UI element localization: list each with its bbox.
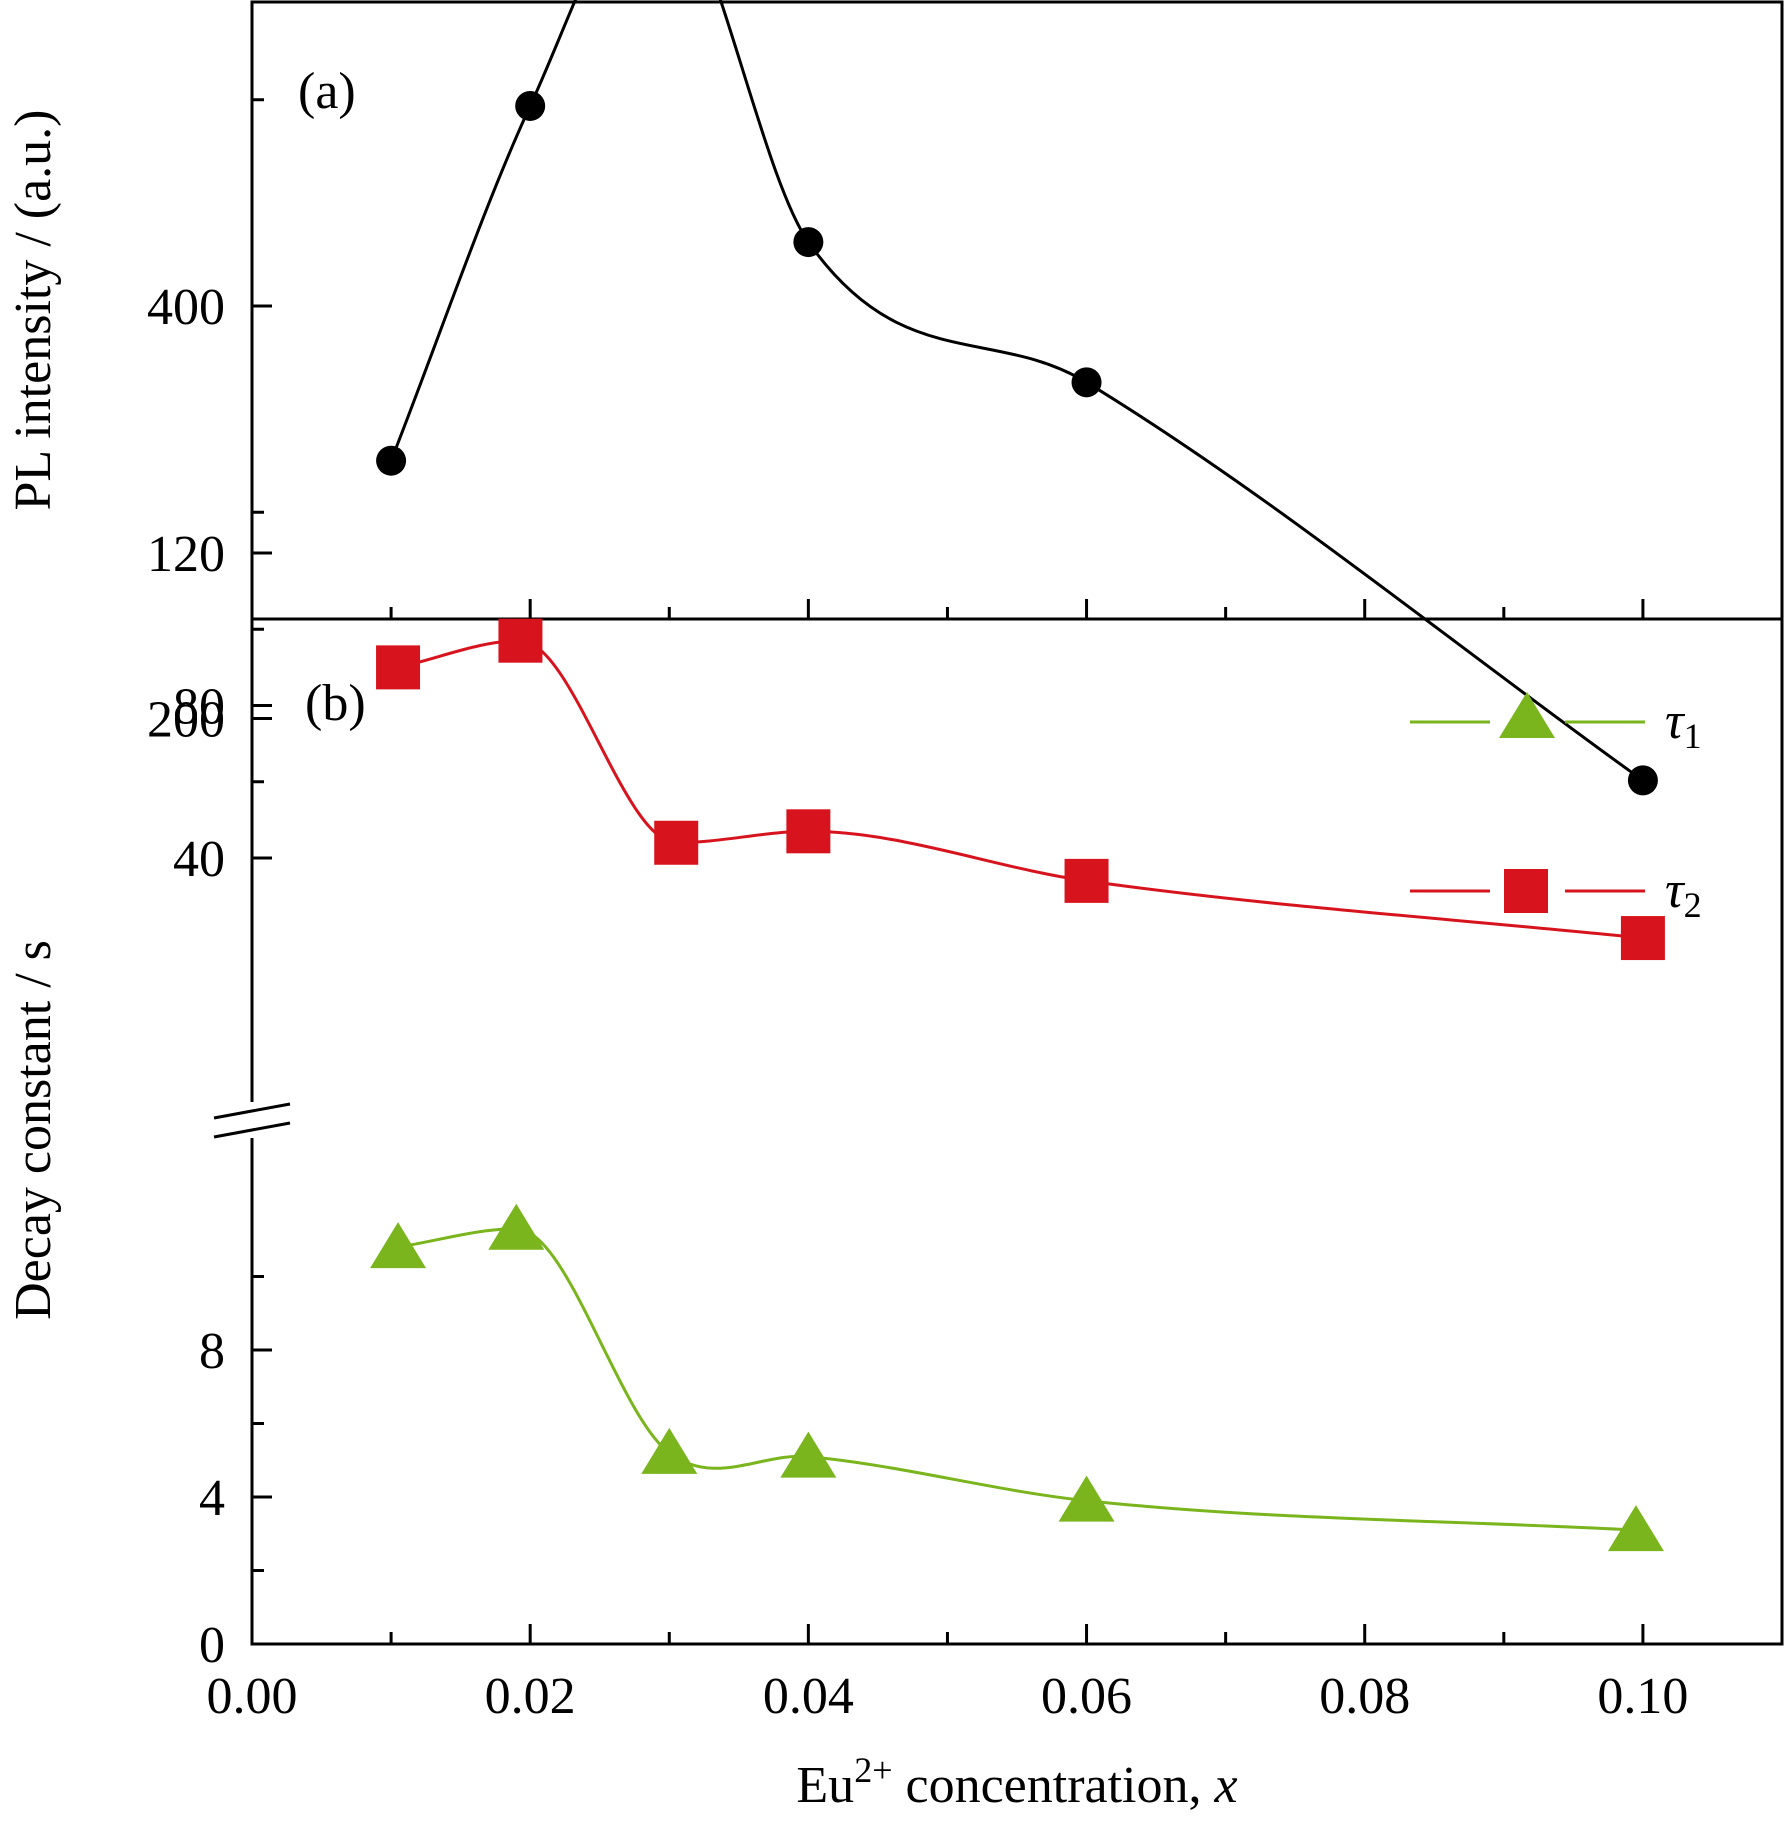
x-axis-title-var: x (1213, 1757, 1237, 1814)
legend: τ1 τ2 (1410, 692, 1702, 925)
tau1-data-point (1058, 1475, 1115, 1522)
panel-b-upper-y-tick-label: 80 (173, 679, 225, 736)
tau1-data-point (780, 1431, 837, 1478)
panel-a-fit-curve (389, 0, 1644, 782)
tau2-data-point (786, 809, 831, 854)
x-axis-title-rest: concentration, (893, 1757, 1215, 1814)
panel-a-data-point (376, 445, 407, 476)
panel-b-lower-y-tick-label: 0 (199, 1617, 225, 1674)
axis-break-mark (213, 1102, 291, 1139)
x-tick-label: 0.00 (207, 1668, 298, 1725)
x-axis-title: Eu2+ concentration, x (796, 1750, 1237, 1814)
data-markers (370, 90, 1665, 1552)
tau2-data-point (498, 618, 543, 663)
x-tick-label: 0.02 (485, 1668, 576, 1725)
legend-tau1-label: τ1 (1665, 693, 1702, 756)
tau1-data-point (641, 1427, 698, 1474)
panel-a-y-tick-label: 400 (147, 279, 225, 336)
legend-tau1-marker (1499, 692, 1555, 738)
x-axis-title-sup: 2+ (854, 1750, 892, 1790)
x-axis-title-main: Eu (796, 1757, 854, 1814)
axis-break-line (213, 1121, 291, 1139)
tau1-data-point (1607, 1505, 1664, 1552)
tau2-data-point (654, 820, 699, 865)
panel-b-upper-y-tick-label: 40 (173, 831, 225, 888)
tau1-data-point (370, 1222, 427, 1269)
panel-b-y-axis-title: Decay constant / s (5, 940, 62, 1320)
tau1-fit-curve (397, 1227, 1637, 1532)
panel-a-data-point (1627, 765, 1658, 796)
panel-a-y-axis-title: PL intensity / (a.u.) (5, 109, 62, 510)
tau1-data-point (488, 1203, 545, 1250)
panel-b-label: (b) (305, 675, 366, 732)
panel-a-data-point (793, 227, 824, 258)
fit-curves (389, 0, 1644, 1532)
tau2-fit-curve (397, 639, 1644, 940)
panel-a-data-point (1071, 367, 1102, 398)
x-tick-label: 0.04 (763, 1668, 854, 1725)
x-tick-label: 0.08 (1319, 1668, 1410, 1725)
legend-tau2-label: τ2 (1665, 862, 1702, 925)
panel-a-data-point (515, 90, 546, 121)
tau2-data-point (1620, 916, 1665, 961)
panel-a-frame (250, 0, 1784, 621)
panel-b-lower-y-tick-label: 8 (199, 1323, 225, 1380)
legend-tau2-marker (1504, 869, 1548, 913)
panel-a-label: (a) (298, 63, 356, 120)
panel-a-y-tick-label: 200 (147, 692, 225, 749)
x-tick-label: 0.06 (1041, 1668, 1132, 1725)
panel-b-lower-y-tick-label: 4 (199, 1470, 225, 1527)
tick-labels: 0.000.020.040.060.080.102004006004080120… (147, 279, 1688, 1725)
axis-ticks (213, 98, 1645, 1644)
tau2-data-point (1064, 858, 1109, 903)
panel-b-upper-y-tick-label: 120 (147, 526, 225, 583)
axis-break-line (213, 1102, 291, 1120)
x-tick-label: 0.10 (1597, 1668, 1688, 1725)
tau2-data-point (376, 645, 421, 690)
